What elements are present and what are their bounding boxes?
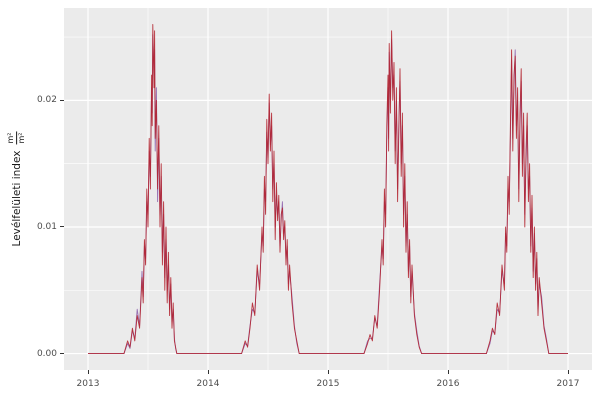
x-tick-mark — [87, 370, 89, 374]
y-axis-unit-numerator: m² — [6, 131, 18, 145]
y-axis-title: Levélfelületi index m² m² — [6, 131, 27, 247]
y-axis-unit-fraction: m² m² — [6, 131, 27, 145]
y-tick-label: 0.02 — [36, 95, 57, 106]
x-tick-label: 2016 — [436, 379, 460, 389]
x-tick-label: 2014 — [196, 379, 220, 389]
x-tick-label: 2017 — [556, 379, 580, 389]
y-axis-title-text: Levélfelületi index — [11, 150, 23, 247]
x-tick-mark — [327, 370, 329, 374]
y-tick-label: 0.01 — [36, 221, 57, 232]
x-tick-label: 2013 — [76, 379, 100, 389]
x-tick-label: 2015 — [316, 379, 340, 389]
y-axis-unit-denominator: m² — [17, 132, 27, 144]
x-tick-mark — [447, 370, 449, 374]
x-tick-mark — [567, 370, 569, 374]
red-line — [88, 24, 568, 354]
y-tick-label: 0.00 — [36, 348, 57, 359]
y-tick-mark — [60, 99, 64, 101]
x-tick-mark — [207, 370, 209, 374]
plot-svg — [64, 8, 592, 370]
y-tick-mark — [60, 353, 64, 355]
plot-panel: 2013 2014 2015 2016 2017 0.00 0.01 0.02 — [37, 8, 592, 389]
y-tick-mark — [60, 226, 64, 228]
